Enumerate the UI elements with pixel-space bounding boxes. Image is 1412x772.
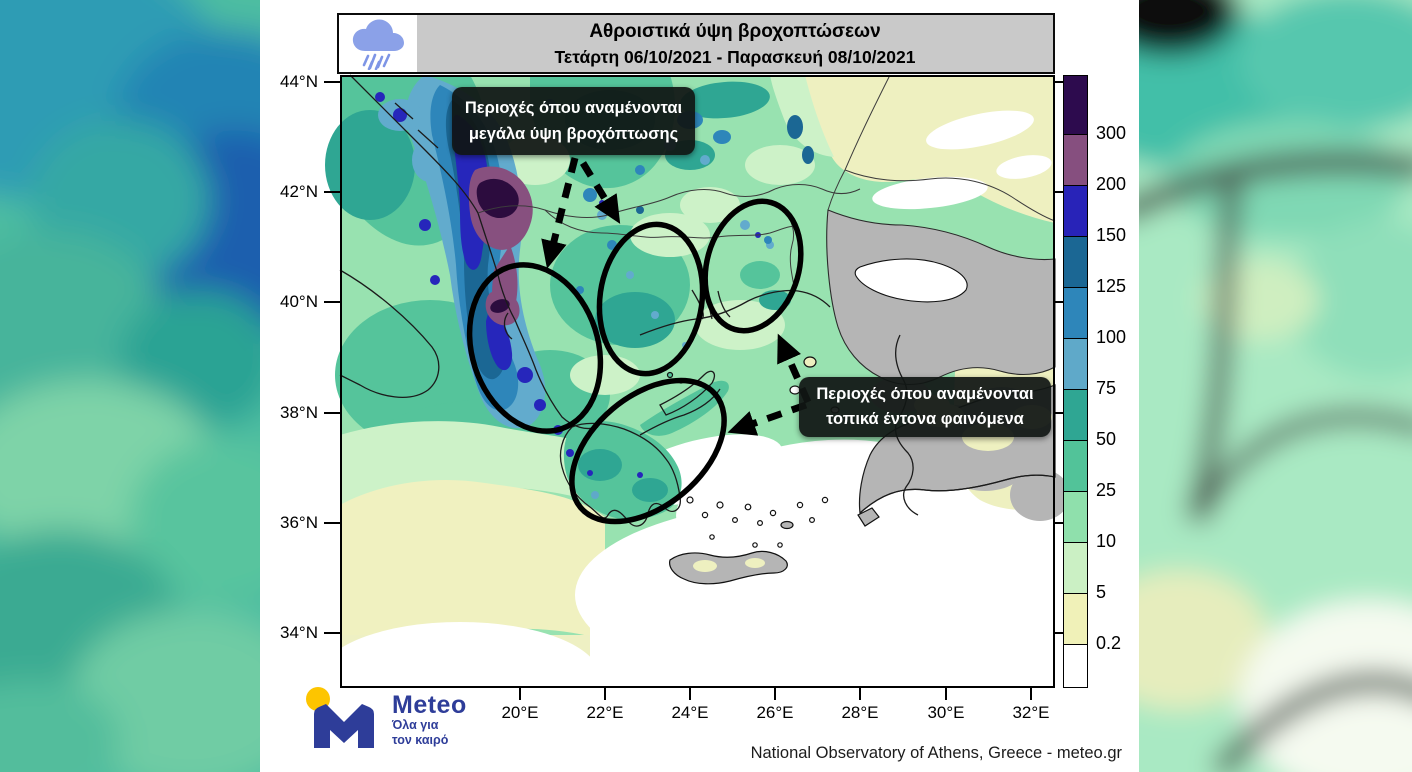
colorbar-label-125: 125 [1096,276,1127,296]
colorbar-label-75: 75 [1096,378,1117,398]
lon-label-30e: 30°E [927,703,965,722]
background-right-blur [1139,0,1412,772]
lat-label-44n: 44°N [280,72,318,91]
ellipse-epirus [466,262,604,434]
colorbar-label-200: 200 [1096,174,1127,194]
annotation-box-severe-local: Περιοχές όπου αναμένονται τοπικά έντονα … [799,377,1051,437]
title-bar: Αθροιστικά ύψη βροχοπτώσεων Τετάρτη 06/1… [337,13,1055,74]
meteo-logo-mark [306,687,374,748]
rain-cloud-icon [339,15,417,72]
arrow-to-macedonia [580,161,621,224]
logo-tagline-2: τον καιρό [392,733,449,747]
ellipse-peloponnese [569,377,727,525]
annotation-line: τοπικά έντονα φαινόμενα [826,410,1024,428]
map-subtitle: Τετάρτη 06/10/2021 - Παρασκευή 08/10/202… [554,46,916,67]
colorbar-label-50: 50 [1096,429,1117,449]
colorbar-segment [1064,593,1087,644]
highlight-ellipses [466,198,804,525]
annotation-line: μεγάλα ύψη βροχόπτωσης [468,125,679,143]
map-frame [340,75,1055,688]
lon-label-32e: 32°E [1012,703,1050,722]
lat-label-36n: 36°N [280,513,318,532]
background-left-blur [0,0,260,772]
ellipse-thrace [702,198,804,334]
colorbar-segment [1064,134,1087,185]
colorbar-label-150: 150 [1096,225,1127,245]
colorbar-label-25: 25 [1096,480,1117,500]
lat-label-34n: 34°N [280,623,318,642]
colorbar-segment [1064,644,1087,686]
precipitation-colorbar [1063,75,1088,688]
lon-label-22e: 22°E [586,703,624,722]
lon-label-20e: 20°E [501,703,539,722]
map-title: Αθροιστικά ύψη βροχοπτώσεων [589,20,881,42]
attribution-text: National Observatory of Athens, Greece -… [750,744,1122,762]
lat-label-42n: 42°N [280,182,318,201]
lat-label-40n: 40°N [280,292,318,311]
heavy-rain-band [375,75,593,476]
lon-label-28e: 28°E [841,703,879,722]
logo-name: Meteo [392,691,467,719]
colorbar-segment [1064,236,1087,287]
logo-tagline-1: Όλα για [392,718,439,732]
arrow-to-epirus [541,157,579,269]
lon-label-26e: 26°E [756,703,794,722]
annotation-line: Περιοχές όπου αναμένονται [816,385,1034,403]
colorbar-label-300: 300 [1096,123,1127,143]
meteo-logo: Meteo Όλα για τον καιρό [302,686,542,766]
islands [666,356,880,585]
colorbar-segment [1064,491,1087,542]
colorbar-segment [1064,287,1087,338]
colorbar-segment [1064,440,1087,491]
colorbar-segment [1064,389,1087,440]
content-panel: Αθροιστικά ύψη βροχοπτώσεων Τετάρτη 06/1… [260,0,1139,772]
arrow-to-peloponnese [727,401,808,436]
colorbar-label-10: 10 [1096,531,1117,551]
country-borders [477,74,1056,292]
colorbar-label-0_2: 0.2 [1096,633,1122,653]
colorbar-segment [1064,185,1087,236]
annotation-box-heavy-rain: Περιοχές όπου αναμένονται μεγάλα ύψη βρο… [452,87,695,155]
colorbar-segment [1064,542,1087,593]
precipitation-map [320,74,1075,732]
colorbar-segment [1064,338,1087,389]
lon-label-24e: 24°E [671,703,709,722]
colorbar-label-5: 5 [1096,582,1107,602]
lat-label-38n: 38°N [280,403,318,422]
colorbar-segment [1064,76,1087,134]
ellipse-macedonia [596,221,706,377]
colorbar-label-100: 100 [1096,327,1127,347]
annotation-line: Περιοχές όπου αναμένονται [464,99,683,117]
